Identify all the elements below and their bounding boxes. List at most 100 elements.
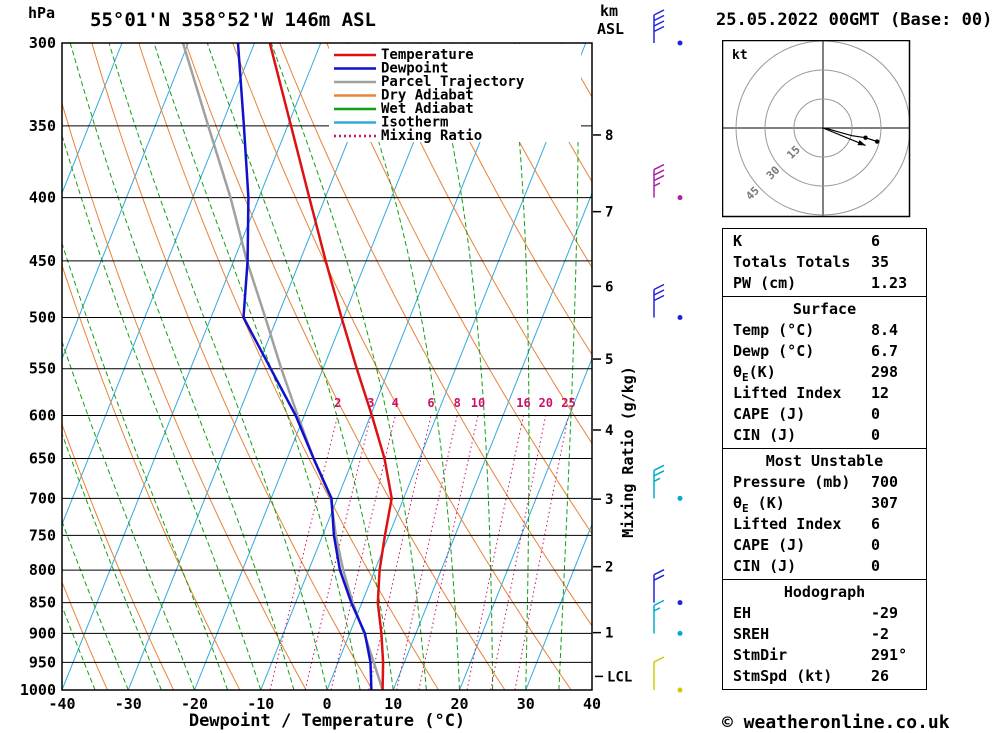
temperature-line xyxy=(268,43,393,690)
stat-value: 291° xyxy=(871,646,908,664)
isotherm-line xyxy=(127,43,388,690)
isotherm-line xyxy=(62,43,256,526)
stat-value: 0 xyxy=(871,405,881,423)
legend-label: Parcel Trajectory xyxy=(381,74,525,90)
pressure-tick-label: 300 xyxy=(29,34,56,52)
stat-value: -29 xyxy=(871,604,899,622)
stat-label: K xyxy=(733,232,743,250)
mixing-ratio-value-label: 10 xyxy=(471,396,485,410)
skewt-chart: 2 3 4 6 8 10 16 20 25 30035040045050055060065070… xyxy=(20,2,700,731)
stat-value: 307 xyxy=(871,494,899,512)
temperature-tick-label: 30 xyxy=(517,695,535,713)
isotherm-line xyxy=(194,43,454,690)
temperature-tick-label: 40 xyxy=(583,695,601,713)
isotherm-line xyxy=(62,43,123,195)
wind-barb-full xyxy=(653,169,665,176)
dewpoint-line xyxy=(236,43,373,690)
stat-value: 1.23 xyxy=(871,274,908,292)
hodograph-storm-vector xyxy=(822,127,866,146)
dry-adiabat-line xyxy=(62,101,307,690)
mixing-ratio-value-label: 2 xyxy=(334,396,341,410)
stat-value: 298 xyxy=(871,363,899,381)
hodograph-unit-label: kt xyxy=(732,48,748,63)
profile-lines xyxy=(181,43,393,690)
dry-adiabat-line xyxy=(467,43,592,269)
legend-background xyxy=(329,44,581,142)
table-row: StmSpd (kt) 26 xyxy=(723,666,926,687)
wind-barb xyxy=(653,163,683,201)
pressure-axis-unit: hPa xyxy=(28,4,55,22)
stat-label: θE (K) xyxy=(733,494,785,515)
temperature-tick-label: -40 xyxy=(48,695,75,713)
table-row: CAPE (J) 0 xyxy=(723,404,926,425)
legend-label: Dewpoint xyxy=(381,61,448,77)
table-row: θE (K) 307 xyxy=(723,493,926,515)
mixing-ratio-value-label: 16 xyxy=(516,396,530,410)
stat-label: SREH xyxy=(733,625,770,643)
table-row: CIN (J) 0 xyxy=(723,556,926,577)
stat-value: 0 xyxy=(871,426,881,444)
mixing-ratio-axis-title: Mixing Ratio (g/kg) xyxy=(619,366,637,538)
pressure-tick-label: 350 xyxy=(29,117,56,135)
pressure-tick-label: 550 xyxy=(29,360,56,378)
dry-adiabat-line xyxy=(62,580,108,690)
table-row: PW (cm) 1.23 xyxy=(723,273,926,294)
wind-level-dot xyxy=(677,40,683,46)
wind-level-dot xyxy=(677,195,683,201)
km-tick-label: 1 xyxy=(605,626,613,642)
asl-unit-label: ASL xyxy=(597,20,624,38)
pressure-tick-label: 700 xyxy=(29,489,56,507)
x-axis-title: Dewpoint / Temperature (°C) xyxy=(189,711,465,731)
stat-label: Pressure (mb) xyxy=(733,473,851,491)
isotherm-line xyxy=(459,357,592,690)
mixing-ratio-lines: 2 3 4 6 8 10 16 20 25 xyxy=(269,396,576,690)
table-row: SREH -2 xyxy=(723,624,926,645)
wind-barb-full xyxy=(653,574,665,581)
mixing-ratio-value-label: 8 xyxy=(454,396,461,410)
legend-label: Isotherm xyxy=(381,115,448,131)
stat-label: Dewp (°C) xyxy=(733,342,815,360)
stat-label: PW (cm) xyxy=(733,274,797,292)
pressure-tick-label: 450 xyxy=(29,252,56,270)
dry-adiabat-line xyxy=(420,43,592,356)
temperature-tick-label: -10 xyxy=(247,695,274,713)
stats-table: Most Unstable Pressure (mb) 700 θE (K) 307 Li… xyxy=(722,448,927,580)
stat-label: CAPE (J) xyxy=(733,405,806,423)
wind-level-dot xyxy=(677,630,683,636)
wet-adiabat-line xyxy=(429,43,494,690)
wind-barb xyxy=(653,9,683,46)
table-row: Lifted Index 12 xyxy=(723,383,926,404)
mixing-ratio-value-label: 3 xyxy=(367,396,374,410)
stat-value: 6 xyxy=(871,515,881,533)
plot-frame xyxy=(61,42,593,691)
wind-barb xyxy=(653,464,683,501)
pressure-tick-label: 850 xyxy=(29,594,56,612)
wind-level-dot xyxy=(677,495,683,501)
hodograph-dot xyxy=(863,135,868,140)
table-header: Most Unstable xyxy=(765,452,884,470)
date-title: 25.05.2022 00GMT (Base: 00) xyxy=(716,10,993,30)
wind-barbs xyxy=(653,9,683,693)
stat-value: 0 xyxy=(871,536,881,554)
wind-barb xyxy=(653,568,683,606)
hodograph-ring xyxy=(793,98,853,158)
stat-label: Temp (°C) xyxy=(733,321,815,339)
mixing-ratio-line xyxy=(490,415,547,690)
pressure-tick-label: 400 xyxy=(29,189,56,207)
wind-barb-full xyxy=(653,599,665,607)
axis-tick-labels: 3003504004505005506006507007508008509009… xyxy=(20,34,601,713)
hodograph-arrowhead xyxy=(857,140,866,146)
table-row: Totals Totals 35 xyxy=(723,252,926,273)
pressure-tick-label: 750 xyxy=(29,526,56,544)
wind-barb-full xyxy=(653,470,665,477)
stat-label: CIN (J) xyxy=(733,557,797,575)
isotherm-line xyxy=(392,191,592,690)
stats-tables: K 6 Totals Totals 35 PW (cm) 1.23 Surface Temp … xyxy=(722,228,927,690)
wind-barb xyxy=(653,656,683,693)
stat-value: 26 xyxy=(871,667,890,685)
dry-adiabat-line xyxy=(656,43,700,690)
stat-value: 6.7 xyxy=(871,342,899,360)
